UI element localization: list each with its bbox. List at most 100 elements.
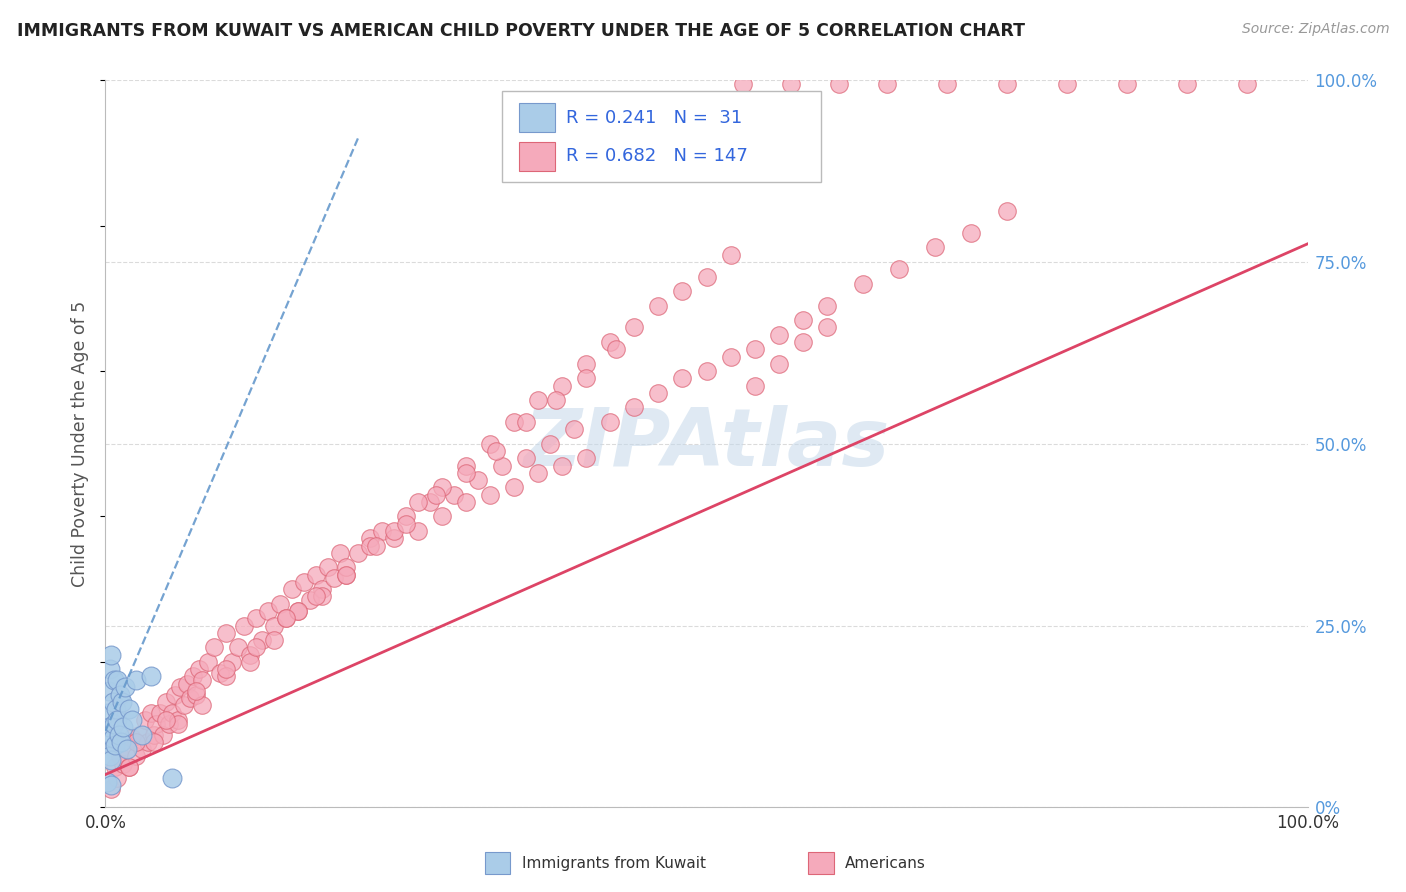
Point [103, 673, 125, 687]
Point [731, 77, 754, 91]
Point [287, 604, 309, 618]
Point [232, 618, 254, 632]
Text: R = 0.682   N = 147: R = 0.682 N = 147 [565, 147, 748, 165]
Point [263, 633, 285, 648]
Point [263, 618, 285, 632]
Point [828, 77, 851, 91]
Point [671, 371, 693, 385]
Text: ZIPAtlas: ZIPAtlas [523, 405, 890, 483]
Point [145, 716, 167, 731]
Point [190, 673, 212, 687]
Point [329, 546, 352, 560]
Point [155, 695, 177, 709]
Point [155, 713, 177, 727]
Point [425, 488, 447, 502]
Point [173, 698, 195, 713]
Point [121, 731, 143, 746]
Point [101, 731, 124, 746]
Point [599, 415, 621, 429]
Point [107, 713, 129, 727]
Point [382, 524, 405, 538]
Point [515, 451, 537, 466]
Point [142, 735, 165, 749]
Point [527, 393, 550, 408]
Point [98, 662, 121, 676]
Point [696, 364, 718, 378]
Point [1116, 77, 1139, 91]
Point [876, 77, 898, 91]
Point [395, 516, 418, 531]
Point [335, 560, 357, 574]
Point [852, 277, 875, 291]
Point [546, 393, 568, 408]
Point [395, 509, 418, 524]
Point [599, 334, 621, 349]
Point [430, 480, 453, 494]
Point [281, 582, 304, 597]
Point [292, 574, 315, 589]
Point [551, 458, 574, 473]
Point [98, 720, 121, 734]
Point [515, 415, 537, 429]
Point [995, 77, 1018, 91]
Point [887, 262, 910, 277]
Point [128, 728, 150, 742]
Point [647, 299, 669, 313]
Point [214, 669, 236, 683]
Point [96, 774, 118, 789]
Point [157, 716, 180, 731]
Point [316, 560, 339, 574]
Text: R = 0.241   N =  31: R = 0.241 N = 31 [565, 109, 742, 127]
Point [108, 688, 131, 702]
Point [107, 728, 129, 742]
Point [995, 204, 1018, 219]
Point [792, 334, 814, 349]
Point [142, 728, 165, 742]
Point [1175, 77, 1198, 91]
Point [97, 735, 120, 749]
Point [103, 716, 125, 731]
Point [311, 582, 333, 597]
Point [139, 669, 162, 683]
Point [131, 728, 153, 742]
Point [160, 706, 183, 720]
Point [720, 350, 742, 364]
Point [287, 604, 309, 618]
Point [335, 567, 357, 582]
Point [221, 655, 243, 669]
Point [112, 756, 135, 771]
Point [779, 77, 801, 91]
Point [100, 779, 122, 793]
Point [118, 760, 141, 774]
Point [100, 648, 122, 662]
Point [647, 385, 669, 400]
Point [97, 706, 120, 720]
Point [443, 488, 465, 502]
Point [214, 662, 236, 676]
Point [792, 313, 814, 327]
Point [382, 531, 405, 545]
Point [152, 728, 174, 742]
Point [245, 611, 267, 625]
Point [479, 437, 502, 451]
Point [139, 706, 162, 720]
Point [134, 713, 156, 727]
Point [188, 662, 211, 676]
Point [311, 590, 333, 604]
Point [768, 327, 790, 342]
Point [148, 706, 170, 720]
Point [115, 742, 138, 756]
Point [184, 684, 207, 698]
Point [298, 593, 321, 607]
Point [100, 753, 122, 767]
Point [419, 495, 441, 509]
Point [527, 466, 550, 480]
Point [190, 698, 212, 713]
Point [202, 640, 225, 655]
Point [112, 720, 135, 734]
Point [575, 371, 598, 385]
Point [551, 378, 574, 392]
Point [744, 343, 766, 357]
Point [250, 633, 273, 648]
Point [110, 735, 132, 749]
